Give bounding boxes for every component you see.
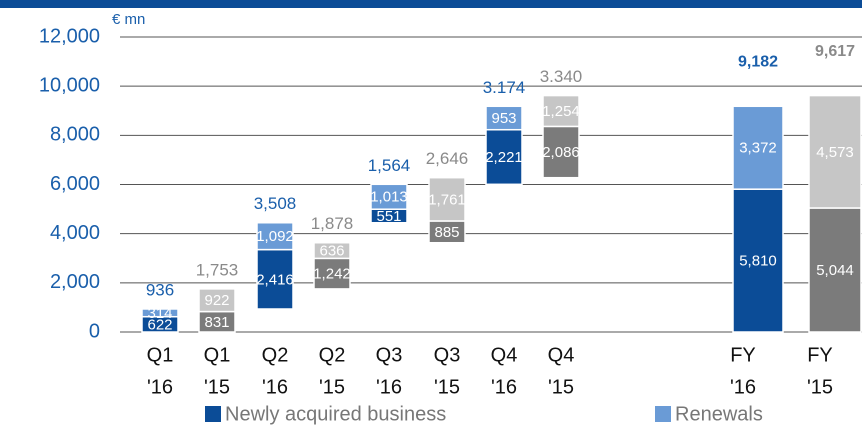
bar-segment xyxy=(256,222,294,251)
x-tick-label: '16 xyxy=(376,376,402,398)
x-tick-label: Q1 xyxy=(204,344,231,366)
segment-label: 1,092 xyxy=(256,228,294,245)
segment-label: 2,416 xyxy=(256,271,294,288)
segment-label: 1,242 xyxy=(313,266,351,283)
bar-segment xyxy=(370,183,408,210)
legend-swatch xyxy=(205,406,221,422)
total-label: 1,564 xyxy=(368,156,411,175)
total-label: 1,753 xyxy=(196,260,239,279)
bar-segment xyxy=(485,105,523,131)
segment-label: 2,221 xyxy=(485,149,523,166)
total-label: 9,617 xyxy=(815,43,855,60)
x-tick-label: '16 xyxy=(491,376,517,398)
y-tick-label: 4,000 xyxy=(50,222,100,244)
total-label: 3.340 xyxy=(540,67,583,86)
y-tick-label: 2,000 xyxy=(50,271,100,293)
y-tick-label: 12,000 xyxy=(39,25,100,47)
y-tick-label: 10,000 xyxy=(39,74,100,96)
legend-label: Newly acquired business xyxy=(225,403,446,425)
segment-label: 831 xyxy=(204,314,229,331)
x-tick-label: '16 xyxy=(147,376,173,398)
bar-segment xyxy=(141,308,179,318)
x-tick-label: Q3 xyxy=(376,344,403,366)
segment-label: 1,013 xyxy=(370,189,408,206)
y-tick-label: 6,000 xyxy=(50,173,100,195)
segment-label: 1,761 xyxy=(428,191,466,208)
x-tick-label: Q4 xyxy=(548,344,575,366)
segment-label: 636 xyxy=(319,243,344,260)
x-tick-label: '15 xyxy=(204,376,230,398)
segment-label: 314 xyxy=(147,305,172,322)
unit-label: € mn xyxy=(112,11,145,28)
x-tick-label: '15 xyxy=(319,376,345,398)
total-label: 936 xyxy=(146,280,174,299)
x-tick-label: Q3 xyxy=(434,344,461,366)
y-tick-label: 0 xyxy=(89,320,100,342)
bar-segment xyxy=(808,207,862,333)
total-label: 3.174 xyxy=(483,78,526,97)
legend-label: Renewals xyxy=(675,403,763,425)
x-tick-label: '16 xyxy=(262,376,288,398)
x-tick-label: '15 xyxy=(434,376,460,398)
segment-label: 922 xyxy=(204,292,229,309)
bar-segment xyxy=(428,176,466,222)
y-tick-label: 8,000 xyxy=(50,124,100,146)
x-tick-label: '15 xyxy=(548,376,574,398)
segment-label: 622 xyxy=(147,316,172,333)
x-tick-label: Q2 xyxy=(319,344,346,366)
segment-label: 953 xyxy=(491,110,516,127)
bar-segment xyxy=(542,94,580,128)
x-tick-label: Q2 xyxy=(262,344,289,366)
segment-label: 5,044 xyxy=(816,262,854,279)
bar-segment xyxy=(313,257,351,290)
x-tick-label: '15 xyxy=(807,376,833,398)
x-tick-label: FY xyxy=(807,344,833,366)
total-label: 2,646 xyxy=(426,149,469,168)
bar-segment xyxy=(808,94,862,209)
total-label: 9,182 xyxy=(738,53,778,70)
x-tick-label: Q1 xyxy=(147,344,174,366)
x-tick-label: '16 xyxy=(730,376,756,398)
bar-segment xyxy=(485,128,523,186)
segment-label: 551 xyxy=(376,208,401,225)
bar-segment xyxy=(313,241,351,260)
x-tick-label: Q4 xyxy=(491,344,518,366)
segment-label: 4,573 xyxy=(816,144,854,161)
bar-segment xyxy=(732,105,784,190)
legend-swatch xyxy=(655,406,671,422)
total-label: 1,878 xyxy=(311,214,354,233)
segment-label: 885 xyxy=(434,224,459,241)
segment-label: 1,254 xyxy=(542,103,580,120)
x-tick-label: FY xyxy=(730,344,756,366)
bar-segment xyxy=(198,288,236,313)
bar-segment xyxy=(732,188,784,333)
segment-label: 2,086 xyxy=(542,144,580,161)
segment-label: 3,372 xyxy=(739,140,777,157)
segment-label: 5,810 xyxy=(739,253,777,270)
total-label: 3,508 xyxy=(254,194,297,213)
top-band xyxy=(0,0,862,8)
